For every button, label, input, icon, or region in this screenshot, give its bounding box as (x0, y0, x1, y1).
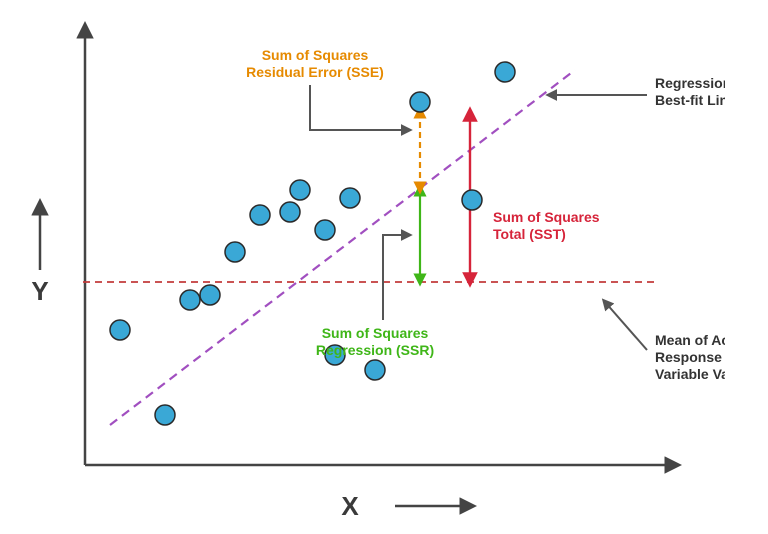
data-point (225, 242, 245, 262)
ssr-leader (383, 235, 408, 320)
sst-label-line2: Total (SST) (493, 226, 566, 242)
regression-diagram: Sum of Squares Residual Error (SSE) Sum … (75, 20, 725, 510)
data-point (180, 290, 200, 310)
ssr-label-line1: Sum of Squares (322, 325, 429, 341)
scatter-points (110, 62, 515, 425)
data-point (155, 405, 175, 425)
sse-label-line2: Residual Error (SSE) (246, 64, 384, 80)
data-point (290, 180, 310, 200)
sse-leader (310, 85, 408, 130)
regression-label-line1: Regression / (655, 75, 725, 91)
data-point (365, 360, 385, 380)
data-point (462, 190, 482, 210)
regression-label-line2: Best-fit Line (655, 92, 725, 108)
mean-label-line3: Variable Value (655, 366, 725, 382)
mean-label-line2: Response (655, 349, 722, 365)
data-point (200, 285, 220, 305)
regression-line (110, 70, 575, 425)
mean-leader (605, 302, 647, 350)
data-point (410, 92, 430, 112)
y-axis-label: Y (31, 276, 48, 306)
data-point (280, 202, 300, 222)
ssr-label-line2: Regression (SSR) (316, 342, 434, 358)
sst-label-line1: Sum of Squares (493, 209, 600, 225)
data-point (250, 205, 270, 225)
sse-label-line1: Sum of Squares (262, 47, 369, 63)
mean-label-line1: Mean of Actual / (655, 332, 725, 348)
data-point (315, 220, 335, 240)
data-point (110, 320, 130, 340)
data-point (495, 62, 515, 82)
data-point (340, 188, 360, 208)
